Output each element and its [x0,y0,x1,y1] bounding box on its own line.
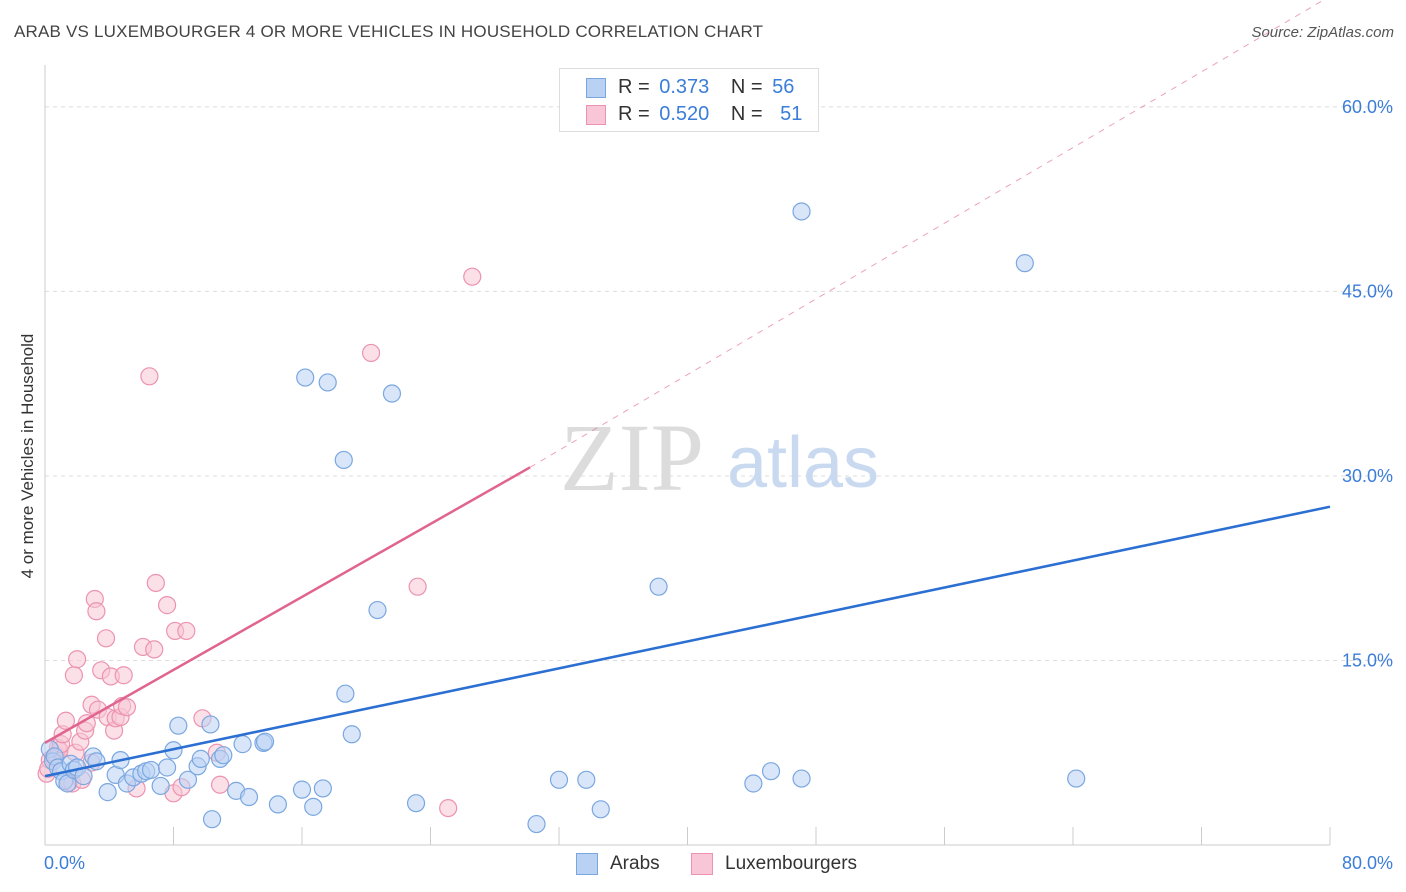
arabs-point [202,810,222,829]
arabs-point [239,787,259,807]
arabs-point [151,776,170,796]
arabs-point [1015,254,1034,273]
luxembourgers-trend-line [44,466,531,744]
luxembourgers-point [117,698,137,717]
luxembourgers-point [463,267,482,286]
arabs-legend-swatch [576,853,598,875]
luxembourgers-point [96,629,116,648]
luxembourgers-point [140,367,159,386]
luxembourgers-point [439,798,458,818]
luxembourgers-point [68,650,87,669]
tick-labels: 15.0% 30.0% 45.0% 60.0% 0.0% 80.0% [44,97,1393,873]
luxembourgers-point [157,596,177,615]
arabs-point [577,770,596,789]
arabs-point [744,774,763,793]
luxembourgers-trend-extension [529,0,1325,468]
arabs-point [141,760,161,780]
luxembourgers-point [87,602,106,621]
trend-lines [44,0,1331,778]
y-tick-label: 30.0% [1342,466,1393,486]
watermark-zip: ZIP [560,404,704,511]
luxembourgers-legend-swatch [691,853,713,875]
luxembourgers-point [408,577,427,596]
arabs-point [98,783,117,802]
arabs-point [233,735,252,754]
arabs-point [368,600,387,620]
luxembourgers-point [210,775,230,794]
arabs-point [1067,769,1086,788]
luxembourgers-point [177,621,196,641]
arabs-point [214,746,233,765]
arabs-point [334,450,353,470]
luxembourgers-points [37,267,482,818]
correlation-legend: R = 0.373 N = 56 R = 0.520 N = 51 [559,68,819,132]
arabs-point [406,794,426,813]
legend-lux-r: 0.520 [659,103,710,125]
legend-r-label: R = [618,76,650,98]
arabs-point [591,800,610,819]
luxembourgers-legend-label: Luxembourgers [725,853,858,874]
arabs-swatch [586,78,606,98]
arabs-point [336,684,355,703]
y-tick-label: 15.0% [1342,650,1393,670]
arabs-point [157,758,177,777]
arabs-trend-line [44,505,1331,778]
arabs-point [313,779,332,798]
y-tick-label: 45.0% [1342,281,1393,301]
arabs-point [761,762,781,781]
luxembourgers-point [64,666,84,685]
axes [44,65,1331,846]
legend-arabs-n: 56 [772,76,795,98]
arabs-points [40,202,1086,834]
arabs-point [178,770,198,789]
x-tick-label: 80.0% [1342,853,1393,873]
legend-lux-n: 51 [780,103,803,125]
legend-arabs-r: 0.373 [659,76,710,98]
source-label: Source: ZipAtlas.com [1251,24,1394,41]
arabs-point [649,577,668,596]
x-tick-label: 0.0% [44,853,85,873]
watermark: ZIP atlas [560,404,879,511]
arabs-point [318,373,337,392]
arabs-point [292,780,312,799]
arabs-point [527,814,546,834]
gridlines [45,106,1392,661]
luxembourgers-point [145,640,164,659]
arabs-point [169,716,188,735]
luxembourgers-point [56,711,75,730]
luxembourgers-point [146,573,165,593]
arabs-point [792,769,811,788]
arabs-point [268,795,288,814]
arabs-point [191,749,210,768]
arabs-point [549,770,569,789]
legend-r-label: R = [618,103,650,125]
luxembourgers-swatch [586,105,606,125]
arabs-point [255,732,275,751]
arabs-point [792,202,811,221]
arabs-point [382,384,402,403]
arabs-legend-label: Arabs [610,853,660,874]
y-axis-title: 4 or more Vehicles in Household [18,333,37,579]
luxembourgers-point [114,666,133,685]
arabs-point [296,368,315,387]
arabs-point [342,725,361,744]
legend-n-label: N = [730,76,763,98]
arabs-point [304,797,323,816]
watermark-atlas: atlas [727,423,879,503]
chart-title: ARAB VS LUXEMBOURGER 4 OR MORE VEHICLES … [14,22,764,41]
legend-n-label: N = [730,103,763,125]
arabs-point [201,715,220,734]
luxembourgers-point [361,343,381,363]
y-tick-label: 60.0% [1342,97,1393,117]
